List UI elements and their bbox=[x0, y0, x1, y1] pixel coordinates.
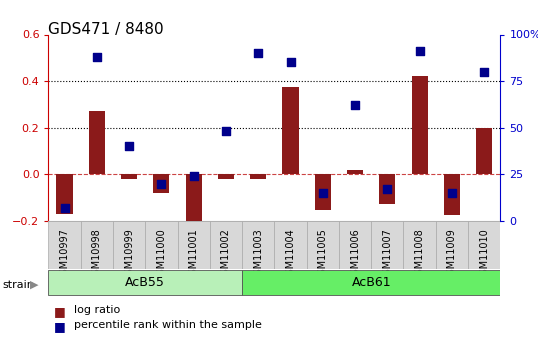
Bar bbox=[242, 270, 500, 295]
Bar bbox=[242, 221, 274, 269]
Point bbox=[480, 69, 489, 75]
Bar bbox=[476, 128, 492, 174]
Bar bbox=[347, 170, 363, 174]
Text: ■: ■ bbox=[54, 320, 66, 333]
Bar bbox=[81, 221, 113, 269]
Bar bbox=[186, 174, 202, 226]
Point bbox=[93, 54, 101, 60]
Bar bbox=[56, 174, 73, 214]
Point bbox=[189, 173, 198, 179]
Bar bbox=[468, 221, 500, 269]
Bar bbox=[444, 174, 460, 215]
Text: GSM11009: GSM11009 bbox=[447, 228, 457, 281]
Bar bbox=[412, 77, 428, 174]
Bar bbox=[371, 221, 404, 269]
Text: GSM11003: GSM11003 bbox=[253, 228, 263, 281]
Bar bbox=[48, 221, 81, 269]
Bar bbox=[436, 221, 468, 269]
Text: AcB61: AcB61 bbox=[351, 276, 391, 289]
Text: GDS471 / 8480: GDS471 / 8480 bbox=[48, 22, 164, 37]
Bar bbox=[274, 221, 307, 269]
Text: GSM11010: GSM11010 bbox=[479, 228, 489, 281]
Text: GSM11002: GSM11002 bbox=[221, 228, 231, 281]
Bar bbox=[379, 174, 395, 205]
Bar bbox=[339, 221, 371, 269]
Text: GSM10998: GSM10998 bbox=[92, 228, 102, 281]
Point bbox=[60, 205, 69, 210]
Text: percentile rank within the sample: percentile rank within the sample bbox=[74, 320, 262, 330]
Point bbox=[318, 190, 327, 196]
Bar bbox=[210, 221, 242, 269]
Bar bbox=[250, 174, 266, 179]
Bar bbox=[48, 270, 242, 295]
Text: GSM11000: GSM11000 bbox=[157, 228, 166, 281]
Bar bbox=[153, 174, 169, 193]
Point bbox=[125, 144, 133, 149]
Point bbox=[254, 50, 263, 56]
Point bbox=[383, 186, 392, 192]
Point bbox=[286, 60, 295, 65]
Text: GSM10999: GSM10999 bbox=[124, 228, 134, 281]
Text: strain: strain bbox=[3, 280, 34, 289]
Text: GSM11005: GSM11005 bbox=[318, 228, 328, 281]
Bar bbox=[315, 174, 331, 210]
Bar bbox=[178, 221, 210, 269]
Point bbox=[448, 190, 456, 196]
Text: AcB55: AcB55 bbox=[125, 276, 165, 289]
Text: GSM11001: GSM11001 bbox=[189, 228, 199, 281]
Bar bbox=[307, 221, 339, 269]
Text: GSM10997: GSM10997 bbox=[60, 228, 69, 281]
Bar bbox=[89, 111, 105, 174]
Text: log ratio: log ratio bbox=[74, 305, 121, 315]
Point bbox=[222, 129, 230, 134]
Bar bbox=[404, 221, 436, 269]
Point bbox=[415, 49, 424, 54]
Bar bbox=[121, 174, 137, 179]
Text: GSM11006: GSM11006 bbox=[350, 228, 360, 281]
Text: ▶: ▶ bbox=[30, 280, 38, 289]
Text: GSM11004: GSM11004 bbox=[286, 228, 295, 281]
Bar bbox=[145, 221, 178, 269]
Point bbox=[351, 102, 359, 108]
Text: ■: ■ bbox=[54, 305, 66, 318]
Bar bbox=[218, 174, 234, 179]
Point bbox=[157, 181, 166, 186]
Text: GSM11008: GSM11008 bbox=[415, 228, 424, 281]
Bar bbox=[282, 87, 299, 174]
Bar bbox=[113, 221, 145, 269]
Text: GSM11007: GSM11007 bbox=[383, 228, 392, 281]
